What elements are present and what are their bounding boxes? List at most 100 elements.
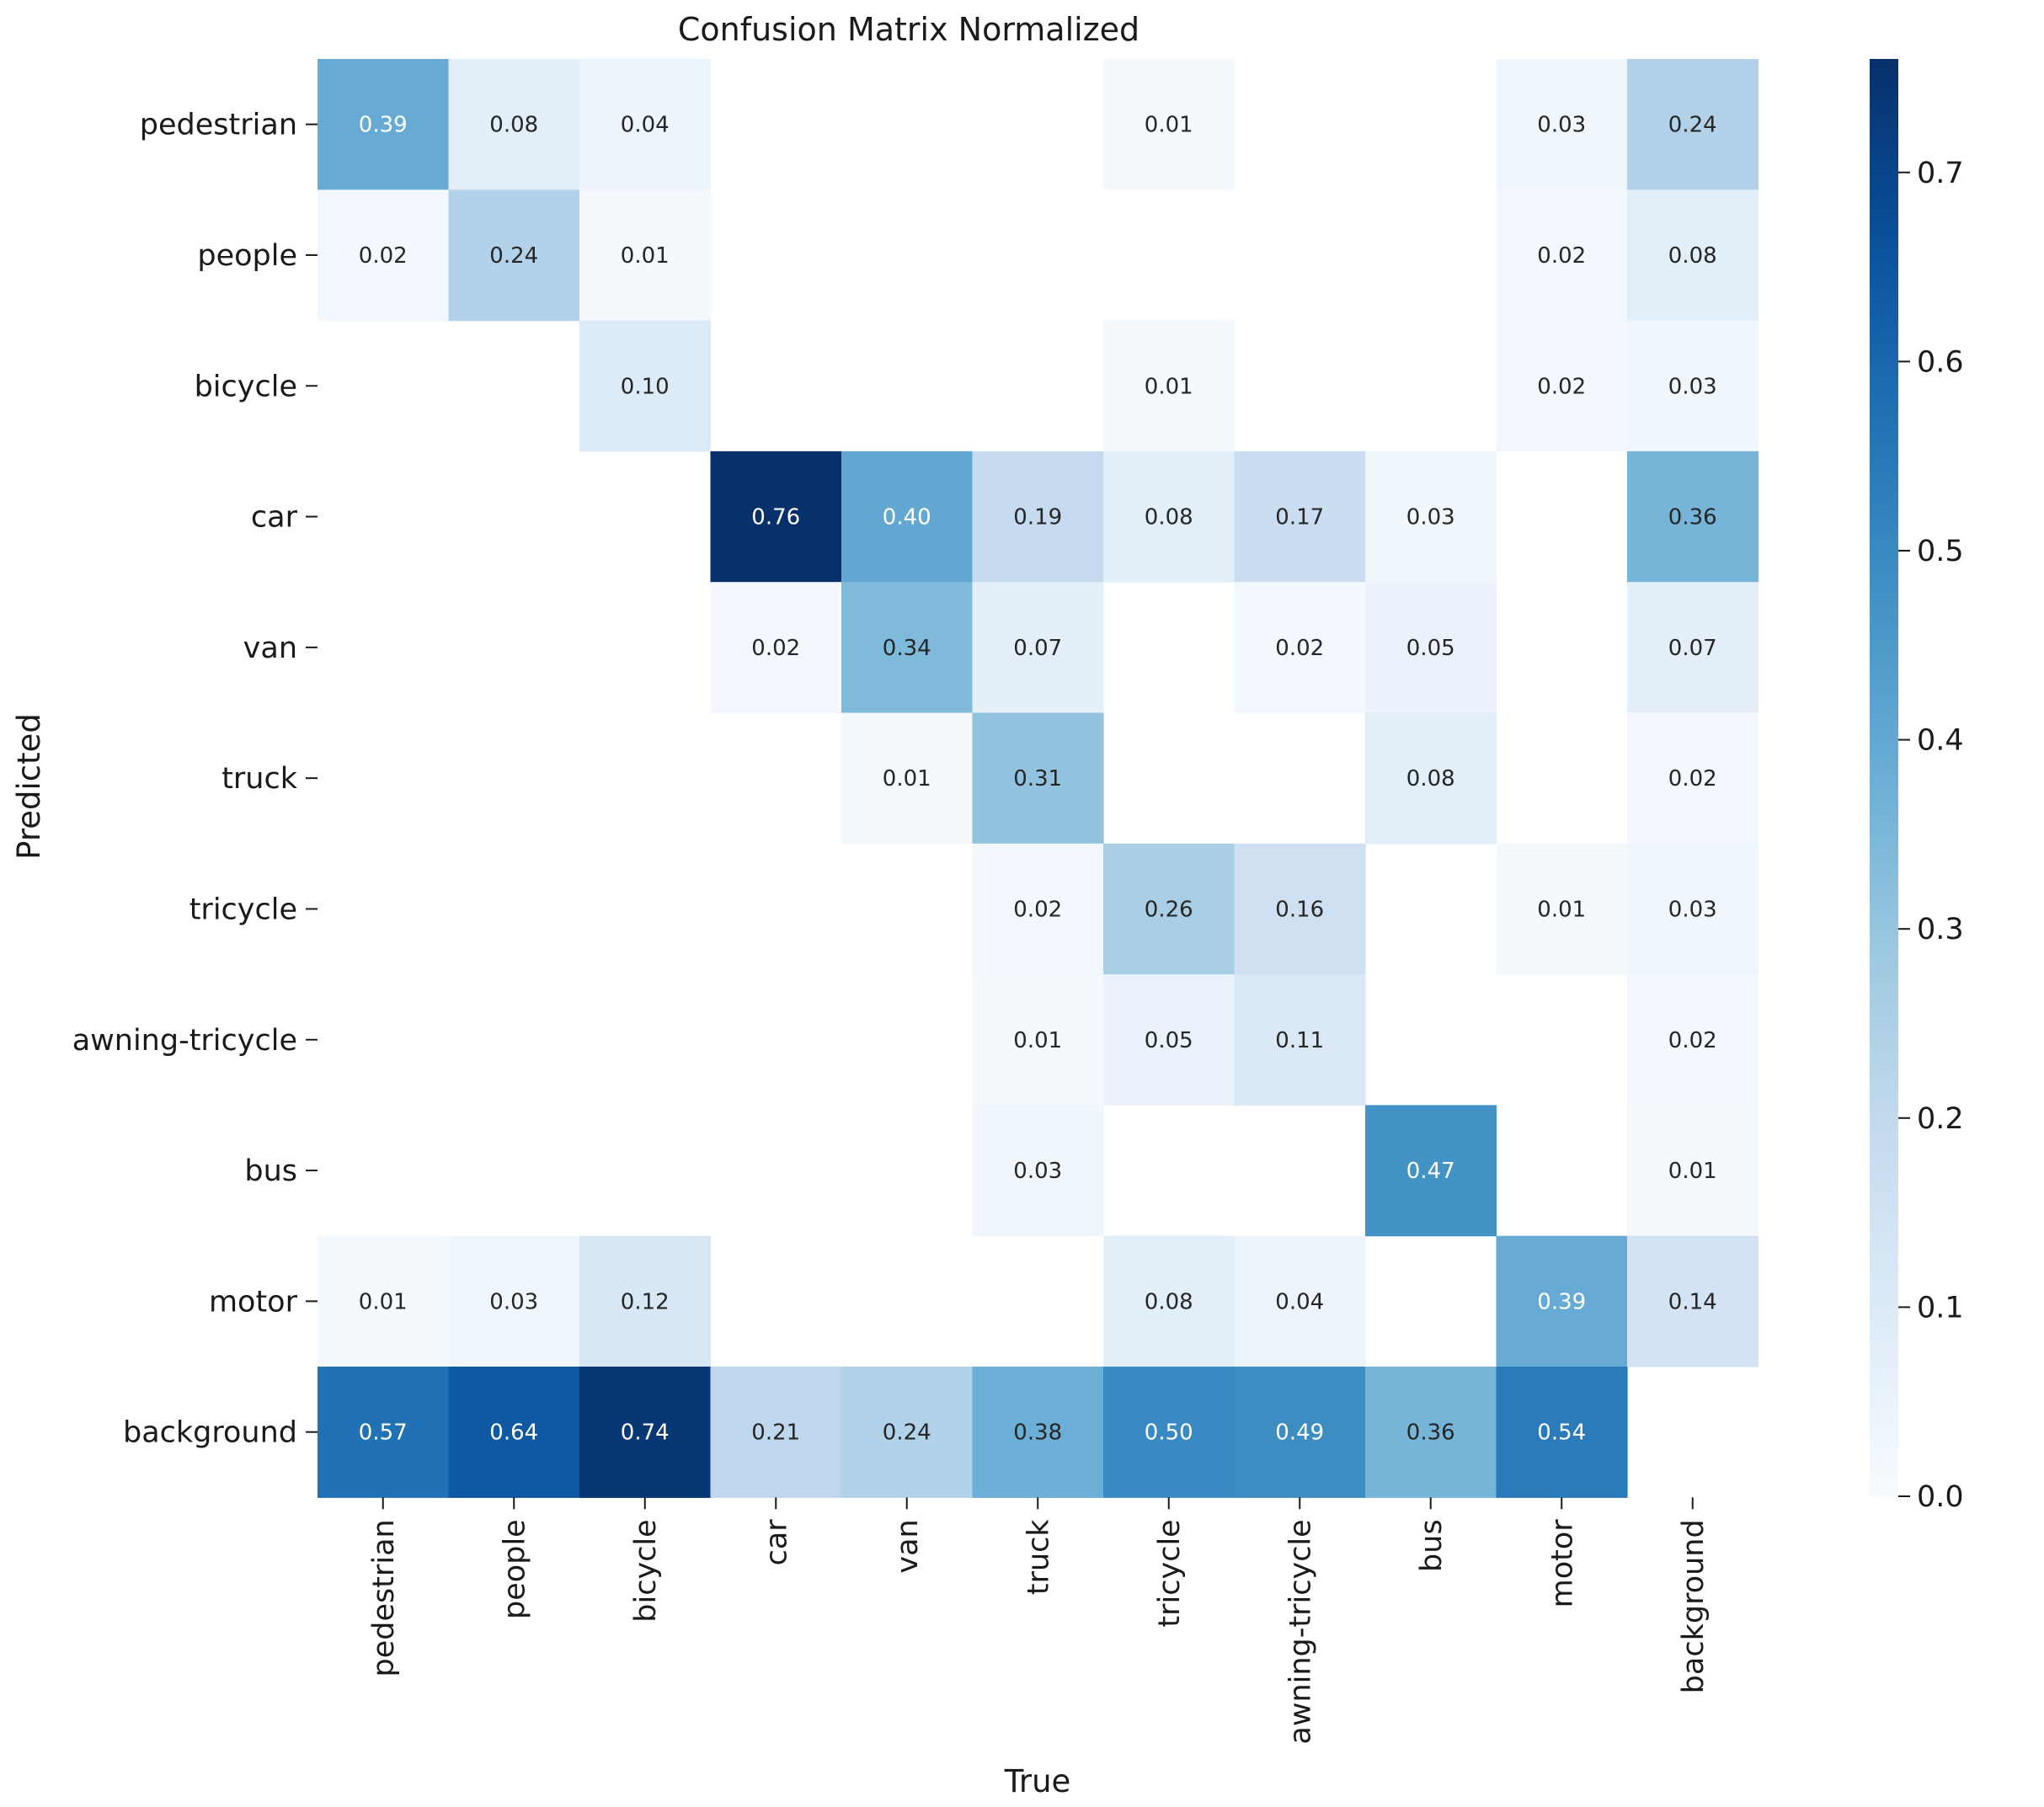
cell-background-bicycle [579,1367,712,1498]
cell-value-label: 0.39 [1537,1289,1586,1314]
cell-pedestrian-people [448,59,580,190]
cell-value-label: 0.50 [1145,1421,1193,1446]
cell-tricycle-motor [1496,843,1628,975]
cell-van-car [710,582,842,714]
cell-bicycle-bicycle [579,320,712,452]
cell-value-label: 0.04 [621,113,670,138]
cell-value-label: 0.02 [751,636,800,661]
y-tick-label: truck [221,762,298,796]
cell-value-label: 0.38 [1013,1421,1062,1446]
cell-value-label: 0.36 [1406,1421,1455,1446]
y-tick-labels: pedestrian people bicycle car van truck tricyc… [72,109,318,1450]
x-tick-label: motor [1545,1519,1579,1608]
colorbar-tick-label: 0.1 [1917,1291,1964,1325]
cell-value-label: 0.12 [621,1289,670,1314]
cell-value-label: 0.03 [1537,113,1586,138]
cell-pedestrian-pedestrian [318,59,450,190]
cell-pedestrian-background [1627,59,1759,190]
cell-motor-pedestrian [318,1235,450,1367]
cell-background-bus [1365,1367,1497,1498]
cell-background-car [710,1367,842,1498]
x-tick-label: truck [1022,1519,1055,1596]
cell-tricycle-awning-tricycle [1234,843,1366,975]
cell-van-bus [1365,582,1497,714]
cell-background-awning-tricycle [1234,1367,1366,1498]
cell-value-label: 0.02 [1537,374,1586,399]
cell-value-label: 0.57 [359,1421,408,1446]
cell-bus-bus [1365,1105,1497,1237]
cell-value-label: 0.10 [621,374,670,399]
x-tick-label: car [760,1519,793,1566]
cell-value-label: 0.08 [1145,505,1193,530]
cell-value-label: 0.24 [883,1421,931,1446]
cell-value-label: 0.01 [359,1289,408,1314]
cell-value-label: 0.07 [1668,636,1717,661]
cell-truck-background [1627,712,1759,845]
cell-car-car [710,450,842,583]
y-tick-label: motor [209,1285,298,1319]
cell-value-label: 0.39 [359,113,408,138]
y-tick-label: background [123,1416,297,1450]
cell-van-background [1627,582,1759,714]
cell-background-tricycle [1103,1367,1235,1498]
cell-value-label: 0.21 [751,1421,800,1446]
cell-motor-background [1627,1235,1759,1367]
x-tick-labels: pedestrian people bicycle car van truck tricyc… [367,1497,1710,1745]
cell-value-label: 0.02 [1668,766,1717,792]
cell-value-label: 0.03 [1406,505,1455,530]
cell-value-label: 0.08 [1668,243,1717,269]
cell-value-label: 0.02 [1013,897,1062,922]
y-tick-label: car [251,501,298,535]
cell-pedestrian-motor [1496,59,1628,190]
cell-awning-tricycle-truck [972,974,1104,1106]
chart-title: Confusion Matrix Normalized [678,11,1139,48]
colorbar-tick-label: 0.6 [1917,345,1964,379]
cell-tricycle-background [1627,843,1759,975]
cell-people-pedestrian [318,189,450,322]
cell-car-van [841,450,974,583]
cell-value-label: 0.24 [1668,113,1717,138]
cell-value-label: 0.36 [1668,505,1717,530]
cell-background-people [448,1367,580,1498]
cell-value-label: 0.01 [1537,897,1586,922]
colorbar-tick-label: 0.3 [1917,913,1964,946]
cell-bicycle-tricycle [1103,320,1235,452]
cell-value-label: 0.74 [621,1421,670,1446]
cell-value-label: 0.03 [1668,374,1717,399]
cell-tricycle-tricycle [1103,843,1235,975]
cell-value-label: 0.02 [1537,243,1586,269]
cell-value-label: 0.64 [489,1421,538,1446]
y-tick-label: pedestrian [140,109,297,142]
cell-background-pedestrian [318,1367,450,1498]
cell-value-label: 0.01 [1013,1028,1062,1053]
cell-background-truck [972,1367,1104,1498]
cell-value-label: 0.05 [1145,1028,1193,1053]
cell-value-label: 0.01 [883,766,931,792]
x-tick-label: van [891,1519,925,1573]
x-tick-label: bus [1415,1519,1449,1572]
cell-value-label: 0.19 [1013,505,1062,530]
cell-bus-background [1627,1105,1759,1237]
cell-van-truck [972,582,1104,714]
cell-awning-tricycle-awning-tricycle [1234,974,1366,1106]
cell-value-label: 0.07 [1013,636,1062,661]
y-axis-title: Predicted [11,713,47,860]
x-axis-title: True [1004,1763,1071,1799]
heatmap-cells: 0.39 0.08 0.04 0.01 0.03 0.24 0.02 0.24 0.01 0.02… [318,59,1759,1498]
x-tick-label: tricycle [1153,1519,1187,1627]
colorbar-tick-label: 0.4 [1917,724,1964,758]
x-tick-label: awning-tricycle [1284,1519,1317,1744]
cell-value-label: 0.03 [1013,1159,1062,1184]
x-tick-label: pedestrian [367,1519,401,1676]
cell-truck-truck [972,712,1104,845]
cell-bicycle-motor [1496,320,1628,452]
y-tick-label: tricycle [189,893,297,926]
cell-value-label: 0.05 [1406,636,1455,661]
colorbar-tick-label: 0.5 [1917,535,1964,568]
cell-value-label: 0.26 [1145,897,1193,922]
cell-value-label: 0.02 [1275,636,1324,661]
x-tick-label: bicycle [629,1519,663,1622]
cell-background-van [841,1367,974,1498]
cell-tricycle-truck [972,843,1104,975]
